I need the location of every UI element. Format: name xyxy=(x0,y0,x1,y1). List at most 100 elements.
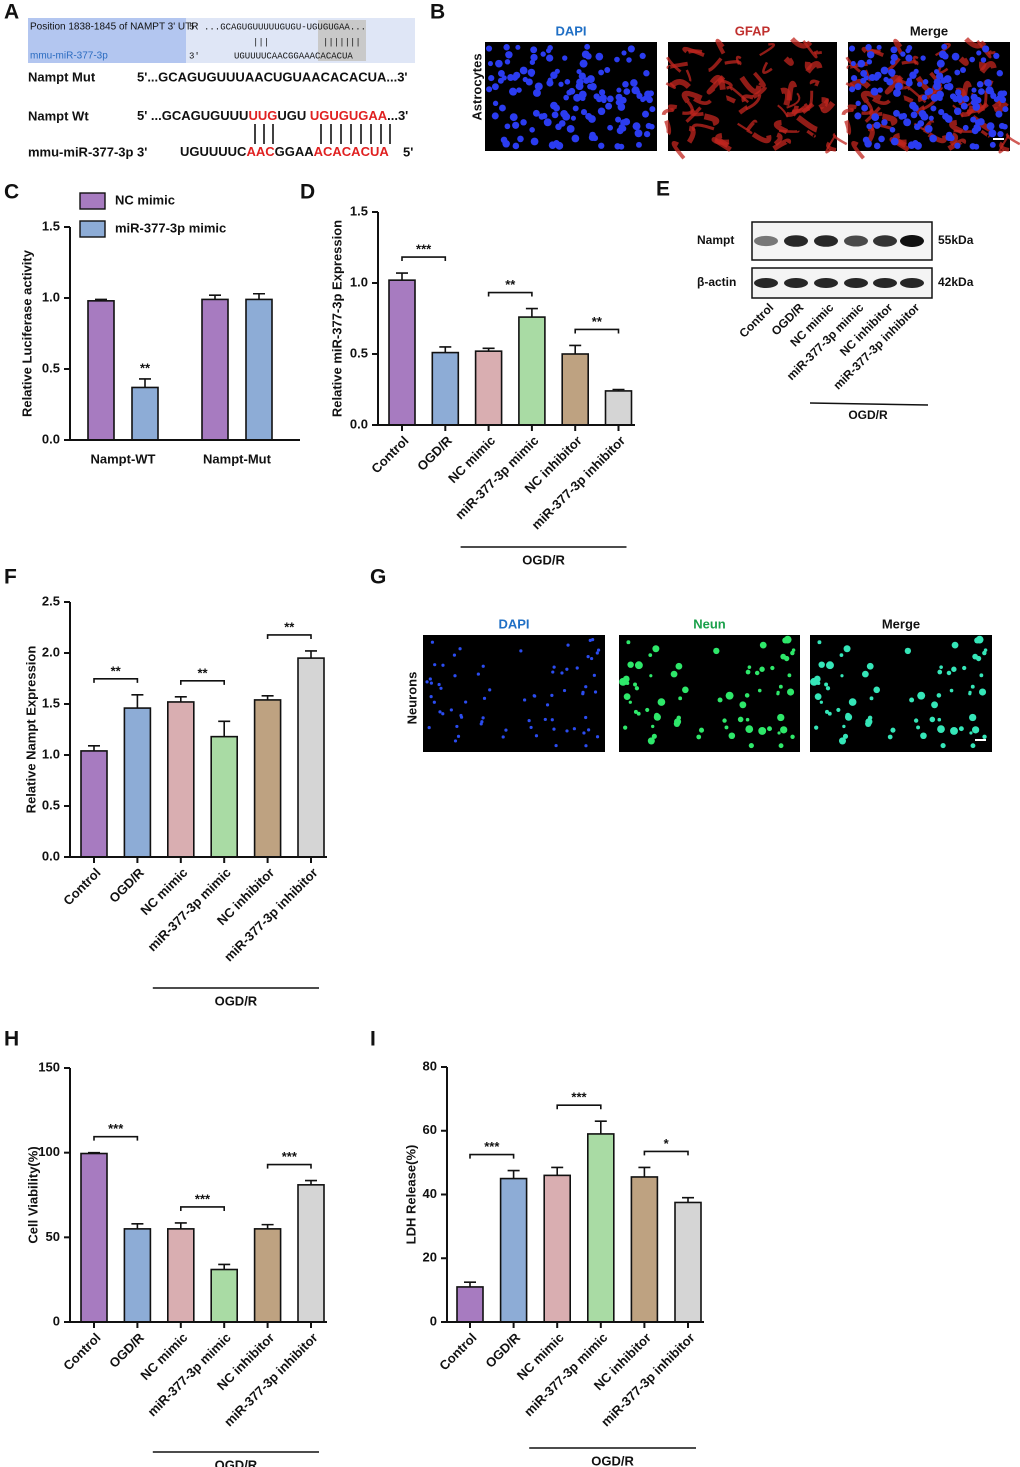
nucleus xyxy=(642,110,649,118)
neuron xyxy=(819,700,823,704)
nucleus xyxy=(993,52,1000,59)
nucleus xyxy=(581,690,585,694)
nucleus xyxy=(922,79,929,85)
nucleus xyxy=(497,69,505,77)
nucleus xyxy=(529,71,535,77)
band xyxy=(754,278,778,288)
nucleus xyxy=(550,718,554,722)
sequence: ...GCAGUGUUUUUGUGU-UGUGUGAA... xyxy=(204,22,366,32)
neuron xyxy=(758,726,767,735)
pairing: ||||||| xyxy=(323,37,361,47)
bar xyxy=(297,657,325,858)
nucleus xyxy=(428,677,432,681)
nucleus xyxy=(520,119,527,126)
nucleus xyxy=(558,81,564,87)
nucleus xyxy=(575,666,579,670)
bar xyxy=(123,707,152,858)
neuron xyxy=(909,697,915,703)
band xyxy=(873,235,897,247)
nucleus xyxy=(974,125,982,132)
gfap-fiber xyxy=(773,132,783,147)
nucleus xyxy=(873,142,881,150)
nucleus xyxy=(552,727,556,731)
neuron xyxy=(791,648,796,652)
sequence-part: UUG xyxy=(248,108,277,123)
nucleus xyxy=(572,105,579,112)
error-bar xyxy=(305,650,317,659)
nucleus xyxy=(505,51,513,59)
nucleus xyxy=(487,60,494,67)
gfap-fiber xyxy=(935,42,951,57)
nucleus xyxy=(547,77,553,83)
nucleus xyxy=(554,743,558,748)
neuron xyxy=(623,725,628,730)
neuron xyxy=(825,686,831,691)
nucleus xyxy=(1002,123,1008,130)
error-bar xyxy=(131,1222,144,1229)
panel-label: H xyxy=(4,1028,19,1051)
neuron xyxy=(722,718,727,723)
nucleus xyxy=(917,81,923,87)
significance: * xyxy=(664,1136,670,1151)
nucleus xyxy=(453,739,458,743)
nucleus xyxy=(519,649,523,653)
neuron xyxy=(633,709,638,714)
neuron xyxy=(843,645,851,653)
y-tick-label: 1.0 xyxy=(350,274,368,289)
nucleus xyxy=(920,55,926,61)
neuron xyxy=(657,698,666,706)
neuron xyxy=(962,665,967,671)
gfap-fiber xyxy=(851,140,865,160)
nucleus xyxy=(572,727,576,731)
nucleus xyxy=(898,113,905,120)
bar xyxy=(131,386,159,441)
neuron xyxy=(770,665,775,671)
nucleus xyxy=(962,124,969,131)
nucleus xyxy=(860,77,867,84)
nucleus xyxy=(988,129,997,138)
error-bar xyxy=(569,344,582,354)
nucleus xyxy=(920,112,929,121)
nucleus xyxy=(503,44,510,51)
bar xyxy=(474,350,503,426)
nucleus xyxy=(986,122,995,131)
nucleus xyxy=(584,685,588,689)
nucleus xyxy=(578,90,587,99)
gfap-fiber xyxy=(681,90,703,104)
neuron xyxy=(759,666,765,672)
sequence-part: UGUUUUC xyxy=(180,144,247,159)
gfap-fiber xyxy=(893,38,904,55)
nucleus xyxy=(551,670,555,674)
neuron xyxy=(936,693,942,698)
gfap-fiber xyxy=(844,119,852,136)
bar xyxy=(123,1228,152,1323)
gfap-fiber xyxy=(714,138,730,145)
nucleus xyxy=(996,95,1002,101)
nucleus xyxy=(909,101,917,110)
nucleus xyxy=(924,124,933,133)
band xyxy=(873,278,897,288)
nucleus xyxy=(427,725,431,730)
neuron xyxy=(840,674,844,678)
nucleus xyxy=(881,119,888,126)
neuron xyxy=(783,635,792,644)
significance: ** xyxy=(140,360,151,375)
significance: ** xyxy=(592,314,603,329)
neuron xyxy=(651,724,655,729)
nucleus xyxy=(929,134,937,143)
nucleus xyxy=(562,112,571,121)
nucleus xyxy=(648,123,655,130)
bar xyxy=(543,1174,572,1323)
nucleus xyxy=(854,83,862,91)
nucleus xyxy=(590,656,594,661)
nucleus xyxy=(570,115,576,121)
nucleus xyxy=(849,86,856,93)
nucleus xyxy=(877,87,883,93)
neuron xyxy=(983,648,988,652)
nucleus xyxy=(945,131,953,139)
nucleus xyxy=(491,112,499,120)
column-title: Neun xyxy=(693,616,726,631)
gfap-fiber xyxy=(753,71,766,88)
legend-swatch xyxy=(79,192,106,210)
